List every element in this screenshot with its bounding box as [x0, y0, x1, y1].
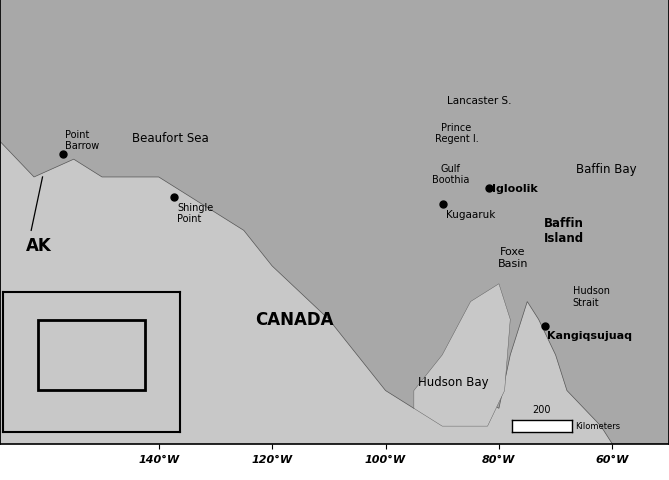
Text: Point
Barrow: Point Barrow — [65, 130, 100, 151]
Text: AK: AK — [25, 236, 52, 254]
Text: Prince
Regent I.: Prince Regent I. — [435, 122, 478, 144]
Text: Lancaster S.: Lancaster S. — [447, 96, 511, 106]
Text: CANADA: CANADA — [256, 311, 334, 329]
Polygon shape — [0, 0, 669, 444]
Text: Kugaaruk: Kugaaruk — [446, 210, 496, 219]
Text: Beaufort Sea: Beaufort Sea — [132, 132, 209, 145]
Text: Baffin Bay: Baffin Bay — [576, 162, 637, 175]
Bar — [38, 321, 145, 390]
Text: Hudson
Strait: Hudson Strait — [573, 286, 609, 307]
Text: Igloolik: Igloolik — [492, 183, 537, 193]
Text: Shingle
Point: Shingle Point — [177, 203, 213, 224]
Text: Hudson Bay: Hudson Bay — [418, 375, 489, 388]
Text: Gulf
Boothia: Gulf Boothia — [432, 163, 470, 185]
Text: Kangiqsujuaq: Kangiqsujuaq — [547, 330, 632, 340]
Text: Foxe
Basin: Foxe Basin — [498, 247, 529, 268]
Text: Kilometers: Kilometers — [575, 421, 620, 431]
Polygon shape — [414, 284, 510, 426]
Text: Baffin
Island: Baffin Island — [544, 217, 584, 245]
Text: 200: 200 — [533, 404, 551, 414]
